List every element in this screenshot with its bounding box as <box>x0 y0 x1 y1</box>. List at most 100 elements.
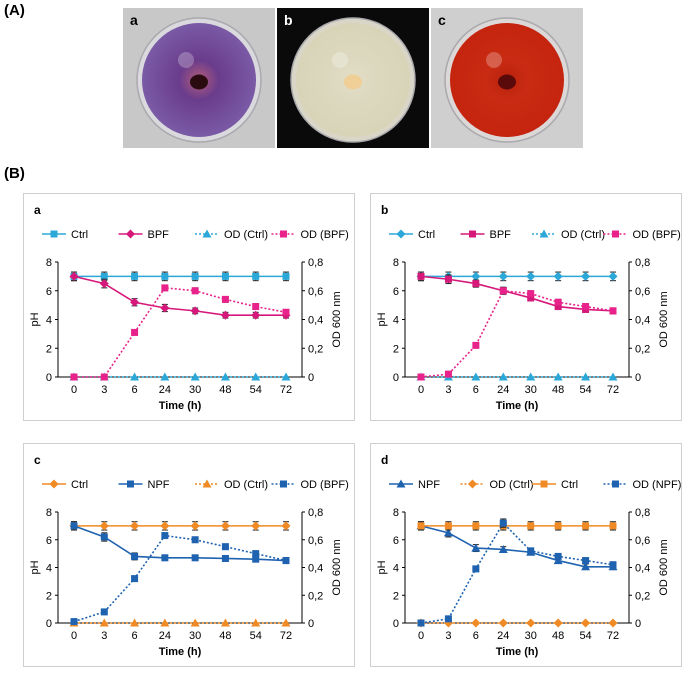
y-tick-label: 4 <box>46 563 52 575</box>
legend-label: OD (Ctrl) <box>561 229 605 241</box>
marker <box>161 554 169 562</box>
petri-plate-c: c <box>431 8 583 148</box>
marker <box>100 608 108 616</box>
marker <box>472 565 480 573</box>
x-axis-title: Time (h) <box>159 400 202 412</box>
marker <box>130 521 140 531</box>
marker <box>554 298 562 306</box>
y2-tick-label: 0 <box>635 618 641 630</box>
marker <box>191 536 199 544</box>
marker <box>251 521 261 531</box>
marker <box>220 310 230 320</box>
marker <box>130 618 140 627</box>
marker <box>498 372 508 381</box>
panel-label: a <box>34 203 41 217</box>
marker <box>499 519 507 527</box>
legend: Ctrl BPF OD (Ctrl) OD (BPF) <box>42 229 349 241</box>
marker <box>612 230 619 238</box>
legend-label: Ctrl <box>561 479 578 491</box>
legend-label: OD (BPF) <box>301 229 349 241</box>
x-tick-label: 24 <box>159 384 171 396</box>
legend-item: NPF <box>389 479 440 491</box>
glare <box>332 52 348 68</box>
y-tick-label: 4 <box>46 315 52 327</box>
bacterial-colony <box>344 74 362 90</box>
x-tick-label: 48 <box>219 630 231 642</box>
marker <box>608 372 618 381</box>
y2-tick-label: 0,2 <box>635 343 650 355</box>
marker <box>70 522 78 530</box>
marker <box>554 552 562 560</box>
y-tick-label: 2 <box>393 343 399 355</box>
marker <box>417 522 425 530</box>
x-tick-label: 54 <box>250 384 262 396</box>
marker <box>581 271 591 281</box>
legend-label: Ctrl <box>71 229 88 241</box>
x-axis-title: Time (h) <box>496 400 539 412</box>
x-tick-label: 3 <box>445 384 451 396</box>
marker <box>160 521 170 531</box>
series-line <box>73 275 286 316</box>
x-tick-label: 24 <box>497 384 509 396</box>
series-od-bpf <box>70 284 290 381</box>
marker <box>609 522 617 530</box>
bacterial-colony <box>190 74 208 90</box>
legend-item: OD (Ctrl) <box>460 479 534 491</box>
y-axis-title: pH <box>29 560 41 574</box>
marker <box>469 230 476 238</box>
marker <box>281 521 291 531</box>
y-tick-label: 0 <box>393 618 399 630</box>
legend-item: OD (Ctrl) <box>195 229 268 241</box>
x-tick-label: 30 <box>525 384 537 396</box>
marker <box>498 544 508 553</box>
y2-axis-title: OD 600 nm <box>658 539 670 595</box>
legend-item: Ctrl <box>532 479 578 491</box>
marker <box>70 373 78 381</box>
marker <box>50 230 58 238</box>
legend-label: Ctrl <box>71 479 88 491</box>
legend: NPF OD (Ctrl) Ctrl OD (NPF) <box>389 479 681 491</box>
marker <box>553 271 563 281</box>
marker <box>99 618 109 627</box>
legend-label: BPF <box>148 229 170 241</box>
marker <box>190 521 200 531</box>
legend-label: Ctrl <box>418 229 435 241</box>
y2-tick-label: 0,4 <box>308 563 323 575</box>
x-tick-label: 48 <box>219 384 231 396</box>
marker <box>553 556 563 565</box>
x-tick-label: 24 <box>159 630 171 642</box>
y-tick-label: 2 <box>46 590 52 602</box>
x-tick-label: 6 <box>132 630 138 642</box>
y2-tick-label: 0,8 <box>308 257 323 269</box>
series-bpf <box>69 271 291 320</box>
legend-item: OD (BPF) <box>271 479 349 491</box>
panel-label: c <box>34 453 41 467</box>
x-tick-label: 3 <box>101 384 107 396</box>
marker <box>99 279 109 289</box>
legend: Ctrl BPF OD (Ctrl) OD (BPF) <box>389 229 681 241</box>
x-tick-label: 54 <box>579 384 591 396</box>
legend-item: OD (NPF) <box>603 479 681 491</box>
marker <box>472 341 480 349</box>
petri-plate-b: b <box>277 8 429 148</box>
marker <box>609 307 617 315</box>
y2-tick-label: 0,4 <box>308 315 323 327</box>
legend-item: NPF <box>118 479 170 491</box>
series-od-ctrl <box>69 618 291 627</box>
y2-tick-label: 0,2 <box>308 590 323 602</box>
marker <box>581 562 591 571</box>
y2-tick-label: 0,8 <box>635 507 650 519</box>
y2-tick-label: 0,4 <box>635 315 650 327</box>
marker <box>499 287 507 295</box>
marker <box>526 372 536 381</box>
marker <box>498 618 508 628</box>
x-tick-label: 54 <box>250 630 262 642</box>
marker <box>100 272 108 280</box>
x-tick-label: 48 <box>552 630 564 642</box>
y-tick-label: 8 <box>46 507 52 519</box>
series-line <box>420 525 613 568</box>
marker <box>160 372 170 381</box>
section-a-label: (A) <box>4 2 25 19</box>
y2-tick-label: 0,2 <box>308 343 323 355</box>
